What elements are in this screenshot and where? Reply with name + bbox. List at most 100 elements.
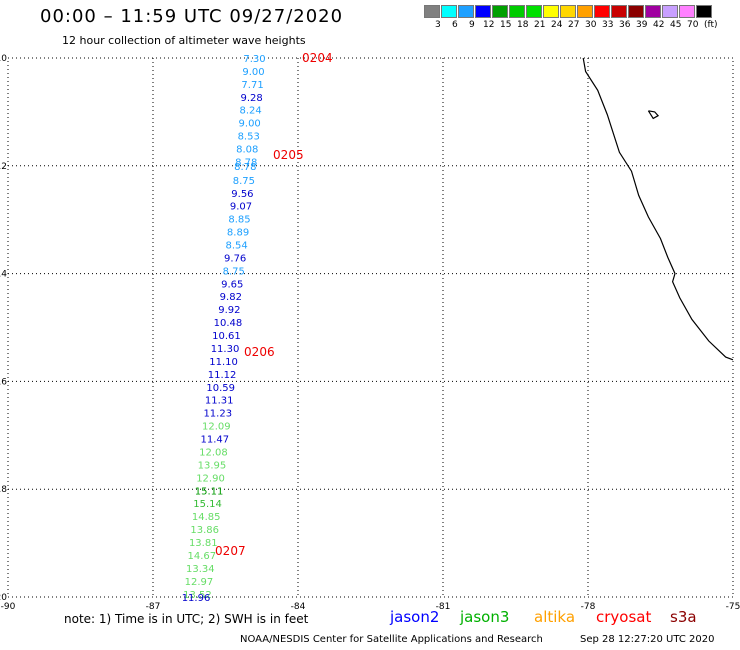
map-frame (7, 57, 734, 598)
wave-height-label: 9.56 (231, 189, 253, 200)
wave-height-label: 11.96 (182, 593, 211, 604)
color-scale-label: 70 (687, 20, 699, 30)
credit-text: NOAA/NESDIS Center for Satellite Applica… (240, 634, 543, 645)
wave-height-label: 14.85 (192, 512, 221, 523)
page-title: 00:00 – 11:59 UTC 09/27/2020 (40, 6, 344, 27)
wave-height-label: 9.07 (230, 202, 252, 213)
color-swatch (441, 5, 457, 18)
wave-height-label: 14.67 (187, 551, 216, 562)
color-swatch (696, 5, 712, 18)
color-swatch (628, 5, 644, 18)
legend-item-s3a: s3a (670, 608, 697, 626)
color-scale-label: 21 (534, 20, 546, 30)
longitude-tick-label: -81 (436, 602, 451, 612)
latitude-tick-label: -18 (0, 485, 7, 495)
wave-height-label: 13.95 (198, 460, 227, 471)
wave-height-label: 9.82 (220, 292, 242, 303)
wave-height-label: 9.28 (240, 93, 262, 104)
color-swatch (475, 5, 491, 18)
longitude-tick-label: -75 (726, 602, 740, 612)
color-swatch (577, 5, 593, 18)
wave-height-label: 13.81 (189, 538, 218, 549)
wave-height-label: 8.85 (228, 215, 250, 226)
wave-height-label: 8.75 (223, 266, 245, 277)
color-scale-label: 12 (483, 20, 495, 30)
wave-height-label: 13.86 (190, 525, 219, 536)
color-swatch (526, 5, 542, 18)
color-scale-label: 24 (551, 20, 563, 30)
wave-height-label: 15.14 (193, 499, 222, 510)
time-mark-label: 0207 (215, 544, 246, 558)
wave-height-label: 13.52 (183, 590, 212, 601)
latitude-tick-label: -14 (0, 270, 7, 280)
color-swatch (611, 5, 627, 18)
wave-height-label: 8.08 (236, 145, 258, 156)
wave-height-label: 7.71 (241, 80, 263, 91)
wave-height-label: 9.00 (242, 67, 264, 78)
legend-item-jason3: jason3 (460, 608, 510, 626)
wave-height-label: 8.78 (235, 157, 257, 168)
legend-item-altika: altika (534, 608, 576, 626)
color-scale-label: 15 (500, 20, 512, 30)
latitude-tick-label: -10 (0, 54, 7, 64)
time-mark-label: 0205 (273, 148, 304, 162)
color-scale-label: (ft) (704, 20, 718, 30)
color-swatch (662, 5, 678, 18)
color-swatch (645, 5, 661, 18)
wave-height-label: 10.61 (212, 331, 241, 342)
wave-height-label: 11.12 (208, 370, 237, 381)
color-scale-label: 45 (670, 20, 682, 30)
color-swatch (509, 5, 525, 18)
wave-height-label: 11.31 (205, 396, 234, 407)
wave-height-label: 8.53 (238, 132, 260, 143)
coastline (582, 57, 734, 361)
color-scale-label: 6 (452, 20, 458, 30)
time-mark-label: 0206 (244, 345, 275, 359)
wave-height-label: 9.92 (218, 305, 240, 316)
color-scale-label: 42 (653, 20, 665, 30)
wave-height-label: 13.34 (186, 564, 215, 575)
color-swatch (492, 5, 508, 18)
color-swatches (424, 5, 740, 18)
wave-height-label: 15.11 (195, 486, 224, 497)
color-scale-label: 33 (602, 20, 614, 30)
wave-height-label: 8.75 (233, 176, 255, 187)
wave-height-label: 9.00 (239, 119, 261, 130)
footer-note: note: 1) Time is in UTC; 2) SWH is in fe… (64, 612, 309, 626)
time-mark-label: 0204 (302, 51, 333, 65)
wave-height-label: 12.09 (202, 422, 231, 433)
legend-item-jason2: jason2 (390, 608, 440, 626)
wave-height-label: 7.30 (243, 54, 265, 65)
wave-height-label: 8.24 (240, 106, 262, 117)
color-swatch (560, 5, 576, 18)
color-scale-label: 39 (636, 20, 648, 30)
latitude-tick-label: -12 (0, 162, 7, 172)
wave-height-label: 8.54 (225, 240, 247, 251)
wave-height-label: 12.97 (185, 577, 214, 588)
wave-height-label: 10.48 (214, 318, 243, 329)
longitude-tick-label: -78 (581, 602, 596, 612)
wave-height-label: 9.65 (221, 279, 243, 290)
island-outline (647, 110, 660, 120)
wave-height-label: 12.08 (199, 447, 228, 458)
longitude-tick-label: -90 (1, 602, 16, 612)
color-scale-label: 18 (517, 20, 529, 30)
page-subtitle: 12 hour collection of altimeter wave hei… (62, 34, 306, 47)
wave-height-label: 11.10 (209, 357, 238, 368)
color-scale-label: 27 (568, 20, 580, 30)
color-scale-label: 30 (585, 20, 597, 30)
color-swatch (679, 5, 695, 18)
wave-height-label: 12.90 (196, 473, 225, 484)
wave-height-label: 11.47 (201, 435, 230, 446)
color-swatch (424, 5, 440, 18)
color-scale-labels: 3 6 9 12 15 18 21 24 27 30 33 36 39 42 45 70 (ft) (424, 18, 740, 30)
wave-height-color-scale: 3 6 9 12 15 18 21 24 27 30 33 36 39 42 45 70 (ft) (424, 5, 740, 30)
legend-item-cryosat: cryosat (596, 608, 652, 626)
color-scale-label: 36 (619, 20, 631, 30)
color-swatch (543, 5, 559, 18)
latitude-tick-label: -16 (0, 377, 7, 387)
wave-height-label: 11.23 (203, 409, 232, 420)
longitude-tick-label: -84 (291, 602, 306, 612)
color-swatch (594, 5, 610, 18)
